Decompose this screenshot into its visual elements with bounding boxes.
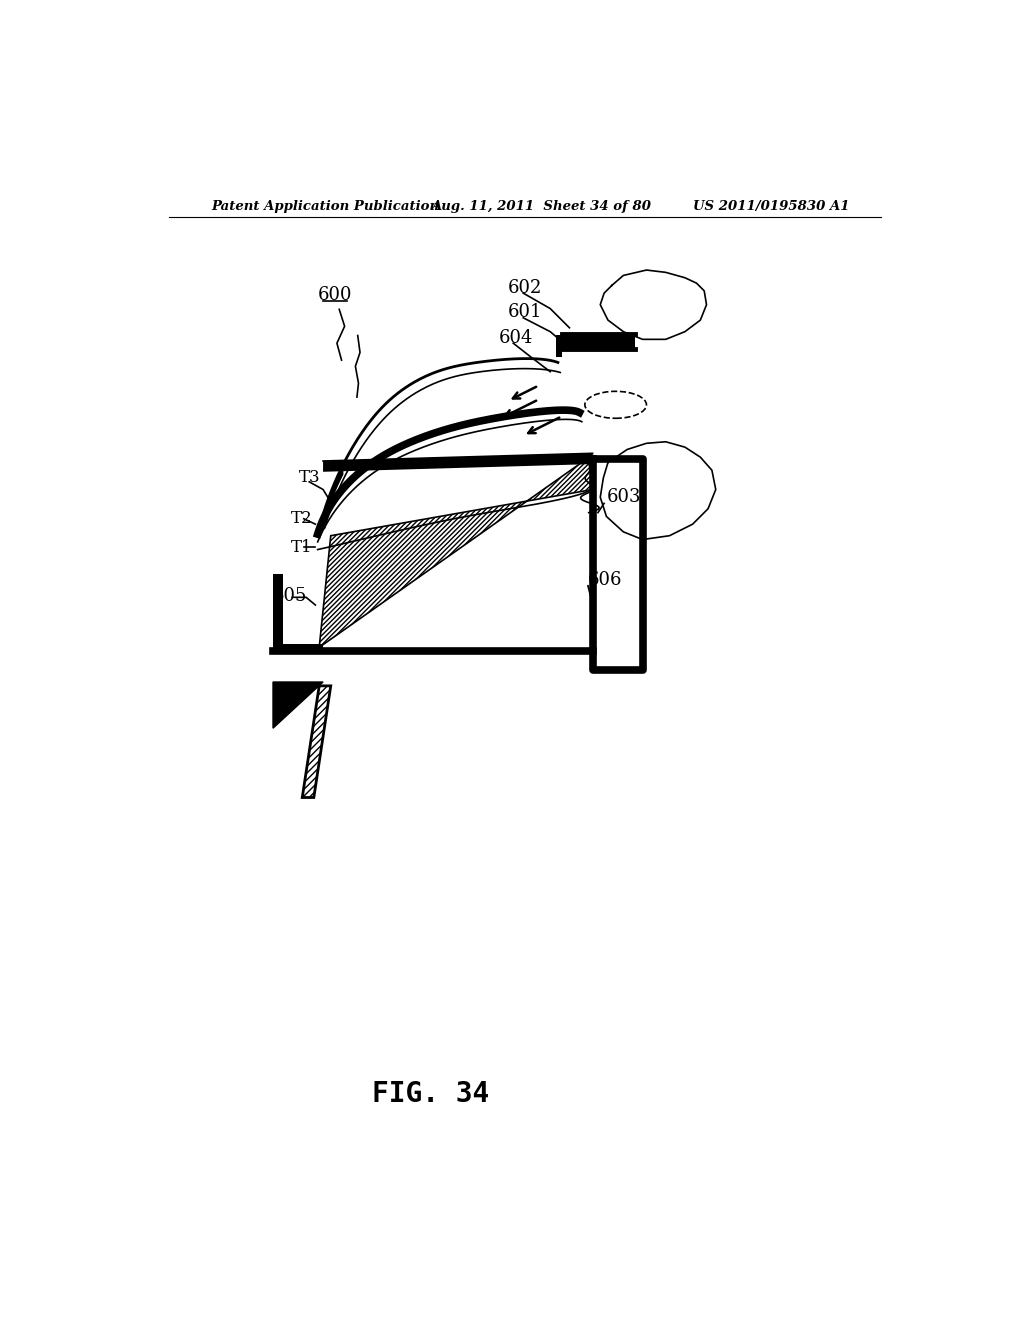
Text: US 2011/0195830 A1: US 2011/0195830 A1 [692, 199, 849, 213]
Polygon shape [319, 455, 593, 647]
Text: Aug. 11, 2011  Sheet 34 of 80: Aug. 11, 2011 Sheet 34 of 80 [431, 199, 651, 213]
Text: 604: 604 [499, 329, 534, 347]
Text: T2: T2 [291, 511, 312, 527]
Text: FIG. 34: FIG. 34 [373, 1080, 489, 1107]
Text: T1: T1 [291, 539, 312, 556]
Text: 606: 606 [588, 572, 623, 589]
Text: 602: 602 [508, 279, 543, 297]
Polygon shape [323, 453, 593, 471]
Polygon shape [273, 644, 323, 651]
Text: 601: 601 [508, 304, 543, 321]
Text: 600: 600 [317, 285, 352, 304]
Polygon shape [273, 574, 283, 651]
Text: T3: T3 [298, 470, 321, 487]
Text: 603: 603 [606, 488, 641, 506]
Polygon shape [556, 335, 562, 358]
Polygon shape [562, 334, 635, 350]
Text: Patent Application Publication: Patent Application Publication [211, 199, 439, 213]
Polygon shape [302, 686, 331, 797]
Polygon shape [273, 682, 323, 729]
Text: 605: 605 [273, 587, 307, 605]
